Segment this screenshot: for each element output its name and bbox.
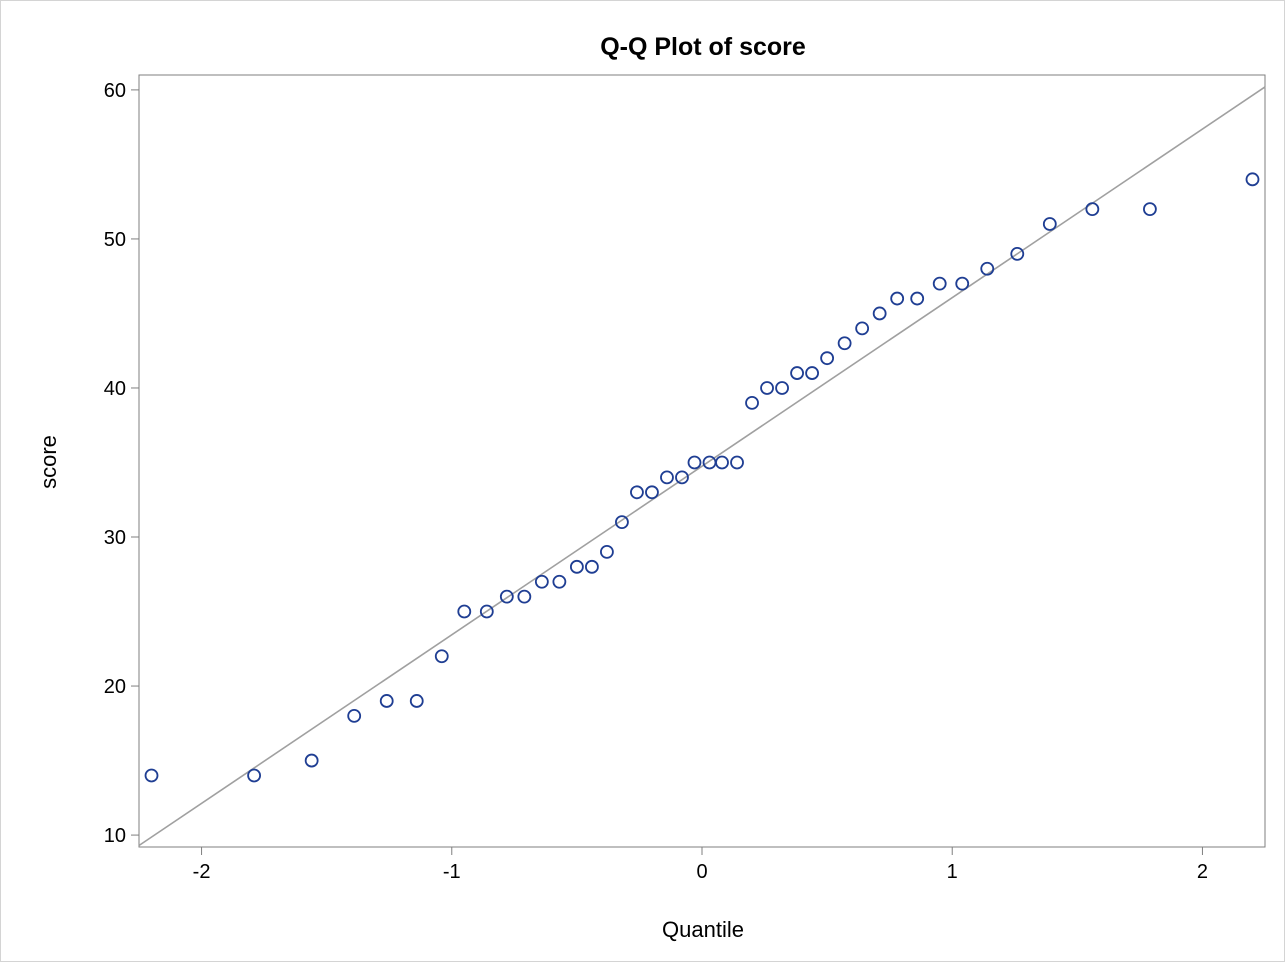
data-point [569, 559, 584, 574]
data-point [955, 276, 970, 291]
data-point [534, 574, 549, 589]
data-point [347, 708, 362, 723]
y-tick-label: 40 [104, 378, 126, 400]
data-points [144, 172, 1260, 783]
y-axis: 10 20 30 40 50 60 [104, 80, 139, 847]
data-point [499, 589, 514, 604]
data-point [457, 604, 472, 619]
x-tick-label: 1 [947, 861, 958, 883]
data-point [660, 470, 674, 485]
data-point [790, 366, 804, 380]
data-point [932, 276, 947, 291]
y-tick-label: 10 [104, 825, 126, 847]
data-point [872, 306, 887, 321]
data-point [247, 768, 262, 783]
data-point [805, 366, 819, 380]
data-point [687, 455, 702, 470]
reference-line-layer [138, 86, 1266, 847]
y-tick-label: 60 [104, 80, 126, 102]
data-point [434, 649, 449, 664]
data-point [1010, 246, 1025, 261]
x-tick-label: -2 [193, 861, 211, 883]
data-point [630, 485, 644, 500]
data-point [304, 753, 319, 768]
y-tick-label: 30 [104, 527, 126, 549]
data-point [760, 381, 774, 395]
reference-line [138, 86, 1266, 847]
data-point [144, 768, 159, 783]
data-point [517, 589, 532, 604]
data-point [775, 381, 789, 395]
data-point [820, 351, 835, 366]
y-tick-label: 50 [104, 229, 126, 251]
data-point [1085, 202, 1100, 217]
x-tick-label: -1 [443, 861, 461, 883]
data-point [1245, 172, 1260, 187]
data-point [715, 455, 729, 470]
data-point [910, 291, 925, 306]
data-point [552, 574, 567, 589]
data-point [837, 336, 852, 351]
data-point [409, 694, 424, 708]
data-point [1142, 202, 1157, 217]
x-axis: -2 -1 0 1 2 [193, 847, 1208, 883]
data-point [890, 291, 905, 306]
x-tick-label: 2 [1197, 861, 1208, 883]
data-point [745, 395, 759, 410]
data-point [855, 321, 870, 336]
x-tick-label: 0 [696, 861, 707, 883]
data-point [479, 604, 494, 619]
y-axis-label: score [36, 435, 61, 489]
data-point [615, 515, 629, 530]
x-axis-label: Quantile [662, 917, 744, 942]
data-point [730, 455, 744, 470]
data-point [585, 559, 599, 574]
y-tick-label: 20 [104, 676, 126, 698]
chart-title: Q-Q Plot of score [600, 33, 806, 61]
data-point [675, 470, 689, 485]
data-point [600, 545, 614, 559]
data-point [645, 485, 659, 500]
data-point [379, 694, 394, 708]
data-point [1042, 217, 1057, 231]
data-point [980, 261, 995, 276]
